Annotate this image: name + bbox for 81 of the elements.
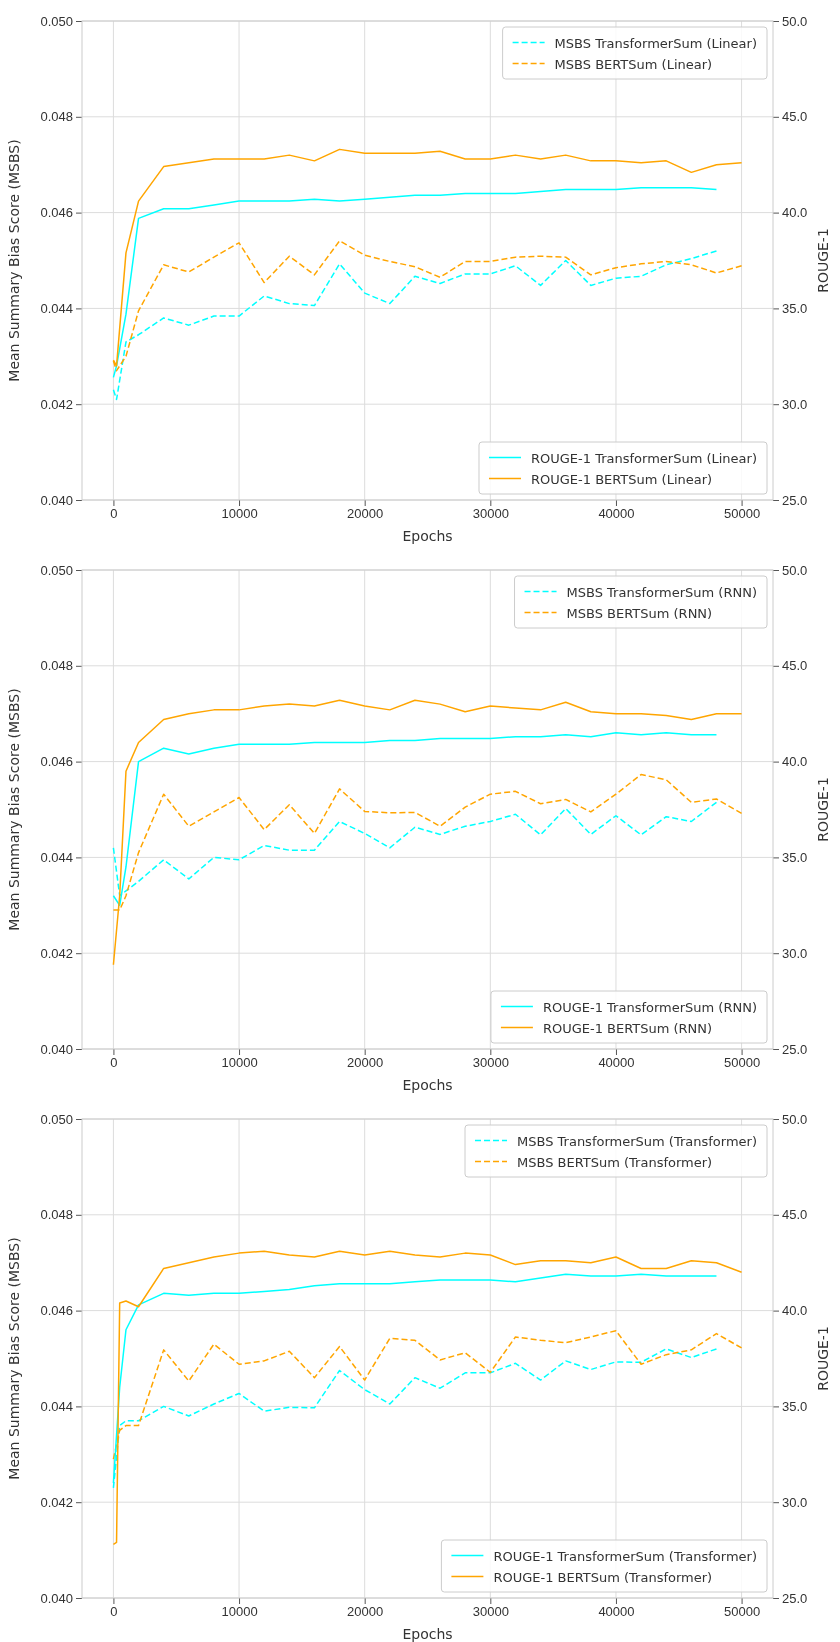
y-tick-label: 0.042 — [40, 1494, 73, 1510]
y-tick-label: 0.048 — [40, 109, 73, 125]
x-tick-label: 30000 — [472, 1055, 509, 1071]
legend-label: ROUGE-1 TransformerSum (RNN) — [542, 999, 757, 1015]
y-tick-label: 0.040 — [40, 1041, 73, 1057]
x-tick-label: 0 — [110, 1055, 118, 1071]
y-tick-label: 0.050 — [40, 1111, 73, 1127]
x-tick-label: 10000 — [221, 1604, 258, 1620]
x-axis-title: Epochs — [402, 1626, 453, 1642]
y-tick-label: 0.046 — [40, 205, 73, 221]
x-tick-label: 30000 — [472, 506, 509, 522]
y-tick-label: 0.044 — [40, 301, 73, 317]
legend-label: MSBS TransformerSum (RNN) — [566, 584, 757, 600]
y-tick-label: 0.048 — [40, 658, 73, 674]
line-series — [112, 1273, 718, 1484]
line-series — [112, 250, 718, 401]
y2-tick-label: 35.0 — [782, 301, 808, 317]
x-tick-label: 20000 — [347, 506, 384, 522]
line-series — [112, 732, 718, 907]
legend-label: MSBS TransformerSum (Linear) — [554, 35, 757, 51]
legend-label: ROUGE-1 TransformerSum (Linear) — [530, 450, 757, 466]
y2-tick-label: 30.0 — [782, 945, 808, 961]
y2-axis-title: ROUGE-1 — [815, 777, 831, 842]
x-tick-label: 0 — [110, 1604, 118, 1620]
y-axis-title: Mean Summary Bias Score (MSBS) — [6, 688, 22, 931]
y2-axis-title: ROUGE-1 — [815, 1326, 831, 1391]
x-tick-label: 10000 — [221, 1055, 258, 1071]
x-axis-title: Epochs — [402, 1077, 453, 1093]
y-axis-title: Mean Summary Bias Score (MSBS) — [6, 1237, 22, 1480]
y2-tick-label: 40.0 — [782, 205, 808, 221]
legend-label: ROUGE-1 BERTSum (RNN) — [542, 1020, 713, 1036]
y2-tick-label: 25.0 — [782, 492, 808, 508]
x-tick-label: 30000 — [472, 1604, 509, 1620]
line-series — [112, 699, 743, 966]
y-tick-label: 0.050 — [40, 13, 73, 29]
legend-label: ROUGE-1 TransformerSum (Transformer) — [493, 1548, 757, 1564]
legend-label: ROUGE-1 BERTSum (Transformer) — [493, 1569, 713, 1585]
line-series — [112, 1250, 743, 1546]
y2-tick-label: 35.0 — [782, 1399, 808, 1415]
legend-label: MSBS BERTSum (Transformer) — [517, 1154, 713, 1170]
y-tick-label: 0.048 — [40, 1207, 73, 1223]
y-tick-label: 0.044 — [40, 850, 73, 866]
y-axis-title: Mean Summary Bias Score (MSBS) — [6, 139, 22, 382]
x-tick-label: 40000 — [598, 1604, 635, 1620]
y2-tick-label: 25.0 — [782, 1590, 808, 1606]
y-tick-label: 0.040 — [40, 492, 73, 508]
x-tick-label: 10000 — [221, 506, 258, 522]
legend-label: MSBS BERTSum (RNN) — [566, 605, 713, 621]
y2-tick-label: 50.0 — [782, 13, 808, 29]
y-tick-label: 0.044 — [40, 1399, 73, 1415]
y2-tick-label: 50.0 — [782, 1111, 808, 1127]
line-series — [112, 186, 718, 379]
y-tick-label: 0.046 — [40, 754, 73, 770]
y-tick-label: 0.046 — [40, 1303, 73, 1319]
y-tick-label: 0.040 — [40, 1590, 73, 1606]
x-axis-title: Epochs — [402, 528, 453, 544]
y-tick-label: 0.042 — [40, 396, 73, 412]
x-tick-label: 20000 — [347, 1604, 384, 1620]
y2-tick-label: 45.0 — [782, 1207, 808, 1223]
legend-label: MSBS TransformerSum (Transformer) — [517, 1133, 757, 1149]
y-tick-label: 0.050 — [40, 562, 73, 578]
y-tick-label: 0.042 — [40, 945, 73, 961]
x-tick-label: 40000 — [598, 506, 635, 522]
y2-tick-label: 50.0 — [782, 562, 808, 578]
y2-tick-label: 30.0 — [782, 396, 808, 412]
y2-tick-label: 45.0 — [782, 109, 808, 125]
y2-tick-label: 40.0 — [782, 754, 808, 770]
x-tick-label: 20000 — [347, 1055, 384, 1071]
x-tick-label: 50000 — [724, 1055, 761, 1071]
y2-tick-label: 30.0 — [782, 1494, 808, 1510]
x-tick-label: 50000 — [724, 506, 761, 522]
legend-label: ROUGE-1 BERTSum (Linear) — [530, 471, 713, 487]
x-tick-label: 40000 — [598, 1055, 635, 1071]
y2-tick-label: 35.0 — [782, 850, 808, 866]
y2-tick-label: 45.0 — [782, 658, 808, 674]
legend-label: MSBS BERTSum (Linear) — [554, 56, 713, 72]
y2-tick-label: 40.0 — [782, 1303, 808, 1319]
y2-tick-label: 25.0 — [782, 1041, 808, 1057]
x-tick-label: 50000 — [724, 1604, 761, 1620]
y2-axis-title: ROUGE-1 — [815, 228, 831, 293]
x-tick-label: 0 — [110, 506, 118, 522]
